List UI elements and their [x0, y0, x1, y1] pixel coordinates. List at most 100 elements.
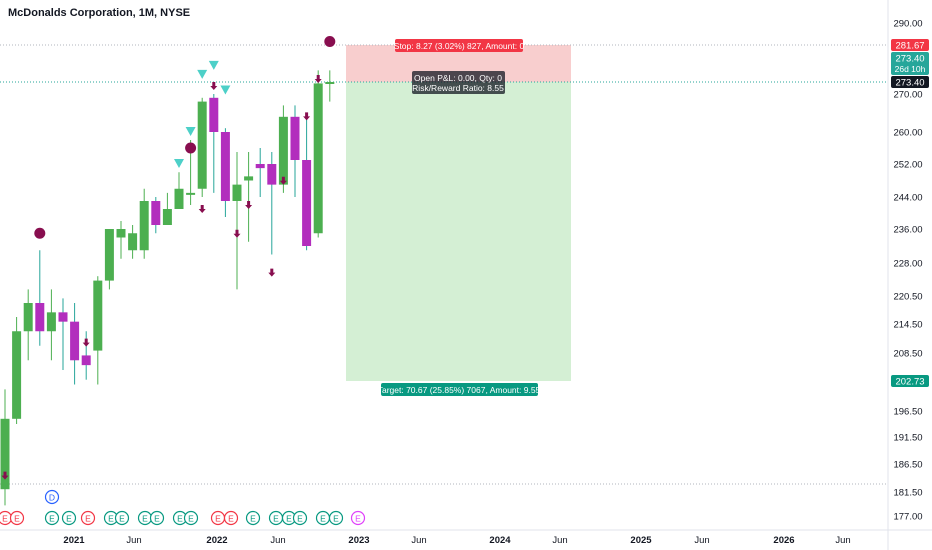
candle[interactable] [290, 105, 300, 197]
price-tick: 252.00 [893, 160, 922, 171]
price-tick: 177.00 [893, 512, 922, 523]
candle-body [302, 160, 312, 246]
candle-body [209, 97, 219, 132]
candle-body [255, 164, 265, 169]
earnings-icon[interactable]: E [0, 510, 13, 526]
earnings-icon[interactable]: E [223, 510, 239, 526]
markers-layer [1, 35, 336, 480]
candle[interactable] [302, 116, 312, 251]
target-label[interactable]: Target: 70.67 (25.85%) 7067, Amount: 9.5… [378, 383, 541, 396]
sell-arrow-icon [314, 74, 322, 83]
candle-body [278, 116, 288, 185]
candle[interactable] [93, 276, 103, 385]
earnings-icon[interactable]: E [315, 510, 331, 526]
candle[interactable] [12, 317, 22, 424]
candle[interactable] [116, 221, 126, 259]
price-tick: 208.50 [893, 349, 922, 360]
earnings-icon[interactable]: E [183, 510, 199, 526]
open-pl-label[interactable]: Open P&L: 0.00, Qty: 0 Risk/Reward Ratio… [412, 71, 505, 94]
earnings-icon[interactable]: E [9, 510, 25, 526]
price-tick: 228.00 [893, 259, 922, 270]
candle-body [23, 303, 33, 332]
candle[interactable] [0, 389, 10, 506]
candle[interactable] [46, 289, 56, 361]
stop-label-text: Stop: 8.27 (3.02%) 827, Amount: 0 [394, 41, 525, 51]
time-tick: Jun [270, 535, 285, 546]
candle[interactable] [174, 172, 184, 209]
candle[interactable] [151, 197, 161, 234]
candle[interactable] [70, 303, 80, 385]
candle[interactable] [197, 97, 207, 197]
circle-marker-icon [324, 35, 336, 47]
time-tick: Jun [552, 535, 567, 546]
earnings-icon[interactable]: E [149, 510, 165, 526]
earnings-icon[interactable]: E [44, 510, 60, 526]
price-badge: 281.67 [891, 39, 929, 52]
triangle-down-icon [220, 85, 231, 95]
svg-text:E: E [250, 514, 256, 524]
dividend-icon[interactable]: D [44, 489, 60, 505]
earnings-icon[interactable]: E [114, 510, 130, 526]
price-badge-text: 273.40 [895, 78, 924, 89]
svg-text:E: E [142, 514, 148, 524]
price-badge-text: 202.73 [895, 377, 924, 388]
candle-body [139, 201, 149, 251]
sell-arrow-icon [198, 205, 206, 213]
candle[interactable] [58, 298, 68, 370]
candle-body [151, 201, 161, 225]
candle[interactable] [23, 289, 33, 361]
earnings-icon[interactable]: E [210, 510, 226, 526]
stop-label[interactable]: Stop: 8.27 (3.02%) 827, Amount: 0 [394, 39, 525, 52]
earnings-icon[interactable]: E [61, 510, 77, 526]
candle[interactable] [232, 152, 242, 290]
candle[interactable] [255, 148, 265, 197]
candle-body [104, 229, 114, 281]
price-tick: 186.50 [893, 460, 922, 471]
time-axis[interactable]: 2021 Jun 2022 Jun 2023 Jun 2024 Jun 2025 Jun 2026 J… [63, 535, 850, 546]
candle-body [313, 83, 323, 234]
take-profit-zone[interactable] [346, 82, 571, 381]
earnings-icon[interactable]: E [245, 510, 261, 526]
candle[interactable] [128, 225, 138, 259]
svg-text:E: E [286, 514, 292, 524]
candle-body [220, 132, 230, 201]
svg-text:E: E [297, 514, 303, 524]
sell-arrow-icon [82, 338, 90, 347]
candle[interactable] [209, 94, 219, 193]
candle[interactable] [162, 192, 172, 225]
time-tick: 2023 [348, 535, 369, 546]
price-axis[interactable]: 290.00281.67273.40270.00260.00252.00244.… [893, 19, 922, 523]
candle[interactable] [244, 152, 254, 242]
candle[interactable] [325, 70, 335, 102]
chart-title: McDonalds Corporation, 1M, NYSE [8, 7, 190, 19]
candle[interactable] [104, 229, 114, 290]
svg-text:E: E [154, 514, 160, 524]
earnings-icon[interactable]: E [328, 510, 344, 526]
earnings-icon[interactable]: E [268, 510, 284, 526]
svg-text:E: E [2, 514, 8, 524]
candle-body [197, 101, 207, 189]
sell-arrow-icon [210, 82, 218, 90]
candle[interactable] [267, 152, 277, 255]
earnings-icon[interactable]: E [137, 510, 153, 526]
events-row: E E E E E E E E E E E E E E E E E E E ED [0, 489, 366, 526]
svg-text:E: E [66, 514, 72, 524]
earnings-icon[interactable]: E [80, 510, 96, 526]
candle-body [186, 192, 196, 195]
candle[interactable] [220, 128, 230, 217]
candle[interactable] [35, 250, 45, 346]
price-badge-text: 273.40 [895, 54, 924, 65]
svg-text:E: E [119, 514, 125, 524]
earnings-icon[interactable]: E [292, 510, 308, 526]
candle[interactable] [313, 70, 323, 238]
time-tick: Jun [835, 535, 850, 546]
candle-body [70, 321, 80, 361]
price-badge-countdown: 26d 10h [895, 64, 926, 74]
earnings-icon[interactable]: E [350, 510, 366, 526]
sell-arrow-icon [233, 229, 241, 238]
time-tick: 2026 [773, 535, 794, 546]
time-tick: 2022 [206, 535, 227, 546]
candle[interactable] [139, 188, 149, 259]
